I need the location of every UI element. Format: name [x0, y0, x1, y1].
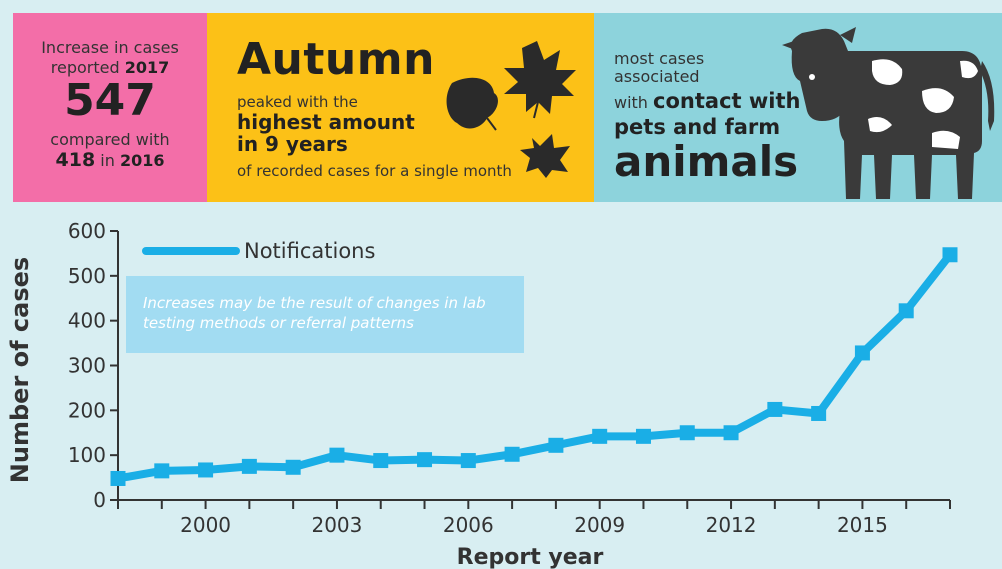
cow-icon [782, 27, 995, 199]
data-point [329, 447, 345, 463]
x-tick-label: 2003 [311, 513, 362, 537]
autumn-heading: Autumn [237, 34, 435, 85]
animals-line1: most cases [614, 49, 705, 68]
y-tick-label: 0 [93, 488, 106, 512]
x-tick-label: 2009 [574, 513, 625, 537]
x-tick-label: 2012 [706, 513, 757, 537]
data-point [460, 453, 476, 469]
autumn-line4: of recorded cases for a single month [237, 162, 512, 180]
annotation-box [126, 276, 524, 353]
animals-contact: contact with [653, 89, 801, 113]
data-point [417, 452, 433, 468]
y-axis-label: Number of cases [6, 257, 34, 483]
cases-compared-text: compared with [50, 130, 170, 149]
x-tick-label: 2006 [443, 513, 494, 537]
data-point [592, 428, 608, 444]
data-point [942, 247, 958, 263]
autumn-line3: in 9 years [237, 132, 348, 156]
data-point [241, 458, 257, 474]
data-point [504, 446, 520, 462]
cases-previous-year: 2016 [119, 151, 165, 170]
notifications-chart: 0 100 200 300 400 500 600 2000 2003 2006 2009 2012 2… [6, 219, 958, 569]
cases-previous-in: in [100, 151, 115, 170]
y-tick-label: 100 [68, 443, 106, 467]
legend-label: Notifications [244, 239, 375, 263]
data-point [285, 459, 301, 475]
animals-line4: pets and farm [614, 115, 781, 139]
cases-reported-year: 2017 [124, 58, 170, 77]
x-tick-label: 2015 [837, 513, 888, 537]
leaf-icon [446, 41, 576, 178]
autumn-panel: Autumn peaked with the highest amount in… [207, 13, 594, 202]
y-tick-label: 500 [68, 264, 106, 288]
data-point [854, 345, 870, 361]
cases-previous-number: 418 [55, 149, 96, 171]
chart-axes: 0 100 200 300 400 500 600 2000 2003 2006 2009 2012 2… [68, 219, 951, 537]
cases-increase-panel: Increase in cases reported 2017 547 comp… [13, 13, 207, 202]
autumn-line1: peaked with the [237, 93, 358, 111]
y-tick-label: 400 [68, 309, 106, 333]
x-tick-label: 2000 [180, 513, 231, 537]
data-point [767, 401, 783, 417]
annotation-text-line2: testing methods or referral patterns [143, 314, 414, 332]
cases-line2: reported 2017 [13, 58, 207, 78]
animals-panel: most cases associated with contact with … [594, 13, 1002, 202]
animals-line2: associated [614, 67, 700, 86]
y-tick-label: 300 [68, 354, 106, 378]
animals-with: with [614, 93, 648, 112]
data-point [811, 405, 827, 421]
annotation-text-line1: Increases may be the result of changes i… [143, 294, 486, 312]
y-tick-label: 200 [68, 398, 106, 422]
y-tick-label: 600 [68, 219, 106, 243]
data-point [635, 428, 651, 444]
cases-previous: 418 in 2016 [13, 150, 207, 171]
data-point [198, 462, 214, 478]
cases-line1: Increase in cases [41, 38, 179, 57]
data-point [548, 437, 564, 453]
data-point [898, 303, 914, 319]
animals-line3: with contact with [614, 89, 800, 115]
cases-reported-text: reported [50, 58, 120, 77]
data-point [679, 425, 695, 441]
series-notifications [110, 247, 958, 486]
autumn-line2: highest amount [237, 110, 415, 134]
cases-big-number: 547 [64, 75, 156, 126]
x-axis-label: Report year [457, 545, 604, 569]
animals-line5: animals [614, 137, 799, 186]
data-point [110, 470, 126, 486]
data-point [154, 463, 170, 479]
data-point [373, 453, 389, 469]
data-point [723, 425, 739, 441]
